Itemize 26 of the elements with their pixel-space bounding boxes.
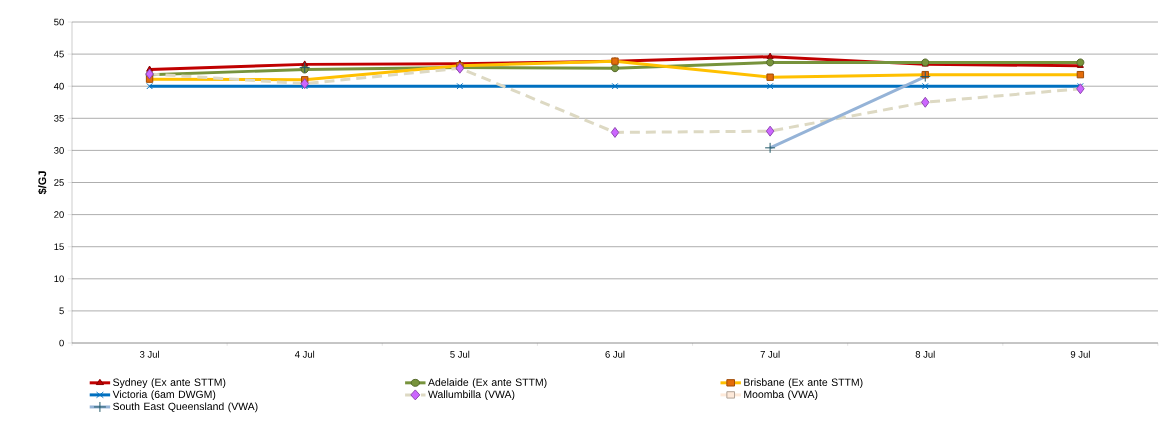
legend-label: Adelaide (Ex ante STTM) (428, 378, 547, 389)
x-tick-label: 4 Jul (294, 350, 315, 358)
y-tick-label: 5 (59, 307, 64, 315)
x-tick-label: 5 Jul (450, 350, 470, 358)
legend-label: Moomba (VWA) (744, 390, 818, 401)
x-tick-label: 8 Jul (915, 350, 935, 358)
legend-label: Brisbane (Ex ante STTM) (744, 378, 863, 389)
y-tick-label: 15 (54, 243, 64, 251)
x-tick-label: 7 Jul (760, 350, 780, 358)
y-tick-label: 0 (59, 339, 64, 347)
y-tick-label: 50 (54, 18, 64, 26)
y-tick-label: 35 (54, 114, 64, 122)
legend-label: Victoria (6am DWGM) (112, 390, 216, 401)
legend-label: Wallumbilla (VWA) (428, 390, 515, 401)
y-tick-label: 20 (54, 211, 64, 218)
x-tick-label: 6 Jul (605, 350, 625, 358)
legend-label: Sydney (Ex ante STTM) (113, 378, 226, 389)
y-tick-label: 45 (53, 50, 64, 58)
y-axis-title: $/GJ (37, 171, 47, 195)
y-tick-label: 10 (54, 275, 64, 283)
y-tick-label: 30 (54, 147, 64, 154)
y-tick-label: 25 (54, 179, 64, 186)
x-tick-label: 9 Jul (1070, 350, 1090, 358)
y-tick-label: 40 (53, 82, 64, 90)
x-tick-label: 3 Jul (139, 350, 159, 358)
legend-label: South East Queensland (VWA) (113, 402, 258, 413)
